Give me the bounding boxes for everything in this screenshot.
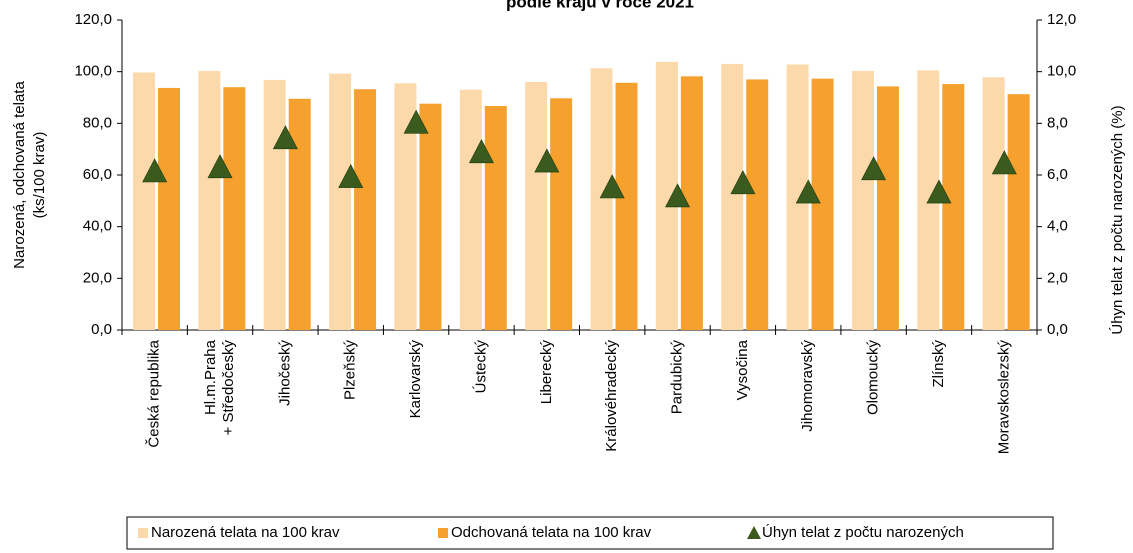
bar [394, 83, 417, 331]
marker [403, 109, 429, 134]
bar [459, 89, 482, 330]
legend-label: Úhyn telat z počtu narozených [762, 524, 964, 541]
legend-swatch [438, 528, 448, 538]
bar [876, 86, 899, 331]
x-tick-label: Moravskoslezský [995, 340, 1012, 455]
x-tick-label: Česká republika [146, 339, 163, 447]
y-tick-label: 0,0 [91, 321, 112, 338]
y-axis-title: (ks/100 krav) [31, 132, 48, 219]
bar [419, 103, 442, 330]
x-tick-label: Ústecký [472, 340, 489, 394]
marker [142, 158, 168, 183]
bar [655, 61, 678, 330]
bar [525, 82, 548, 330]
y-tick-label: 80,0 [83, 114, 112, 131]
legend-label: Narozená telata na 100 krav [151, 524, 340, 541]
y-tick-label: 100,0 [74, 63, 112, 80]
x-tick-label: Plzeňský [342, 340, 359, 401]
marker [665, 183, 691, 208]
x-tick-label-line: + Středočeský [220, 340, 237, 436]
x-tick-label: Královéhradecký [603, 340, 620, 452]
y2-tick-label: 6,0 [1047, 166, 1068, 183]
legend-box [126, 516, 1054, 550]
y2-tick-label: 4,0 [1047, 218, 1068, 235]
marker [534, 148, 560, 173]
bar [133, 72, 155, 331]
bar [851, 70, 874, 331]
x-tick-label: Liberecký [538, 340, 555, 405]
y2-tick-label: 8,0 [1047, 114, 1068, 131]
bar [811, 78, 834, 331]
y2-tick-label: 0,0 [1047, 321, 1068, 338]
y-tick-label: 40,0 [83, 218, 112, 235]
chart-title: podle krajů v roce 2021 [506, 0, 694, 11]
x-tick-label: Vysočina [734, 339, 751, 400]
marker [926, 179, 952, 204]
bar [550, 98, 573, 331]
marker [207, 154, 233, 179]
legend-swatch [747, 526, 761, 539]
legend-swatch [138, 528, 148, 538]
y2-axis-title: Úhyn telat z počtu narozených (%) [1109, 105, 1126, 334]
bar [942, 84, 965, 330]
y-tick-label: 60,0 [83, 166, 112, 183]
x-tick-label: Pardubický [669, 340, 686, 415]
bar [786, 64, 809, 330]
y2-tick-label: 12,0 [1047, 11, 1076, 28]
marker [861, 156, 887, 181]
bar [263, 79, 286, 330]
bar [680, 76, 703, 330]
marker [795, 179, 821, 204]
x-tick-label: Olomoucký [865, 340, 882, 416]
marker [599, 174, 625, 199]
bar [982, 77, 1005, 330]
bar [354, 89, 377, 330]
bar [198, 70, 221, 331]
bar [158, 87, 180, 330]
marker [730, 170, 756, 195]
x-tick-label: Jihočeský [276, 340, 293, 406]
bar [721, 63, 744, 331]
y2-tick-label: 2,0 [1047, 269, 1068, 286]
marker [991, 150, 1017, 175]
bar [615, 82, 638, 331]
bar [329, 73, 352, 330]
bar [288, 98, 311, 331]
bar [484, 106, 507, 331]
x-tick-label: Hl.m.Praha+ Středočeský [202, 339, 237, 435]
x-tick-label-line: Hl.m.Praha [202, 339, 219, 415]
y-tick-label: 120,0 [74, 11, 112, 28]
x-tick-label: Zlínský [930, 340, 947, 388]
x-tick-label: Jihomoravský [799, 340, 816, 432]
bar [590, 68, 613, 330]
y-axis-title: Narozená, odchovaná telata [11, 81, 28, 269]
y-tick-label: 20,0 [83, 269, 112, 286]
legend-label: Odchovaná telata na 100 krav [451, 524, 652, 541]
y2-tick-label: 10,0 [1047, 63, 1076, 80]
marker [468, 139, 494, 164]
bar [223, 87, 246, 331]
marker [272, 125, 298, 150]
bar [746, 79, 769, 331]
x-tick-label: Karlovarský [407, 340, 424, 419]
bar [1007, 94, 1030, 331]
marker [338, 163, 364, 188]
